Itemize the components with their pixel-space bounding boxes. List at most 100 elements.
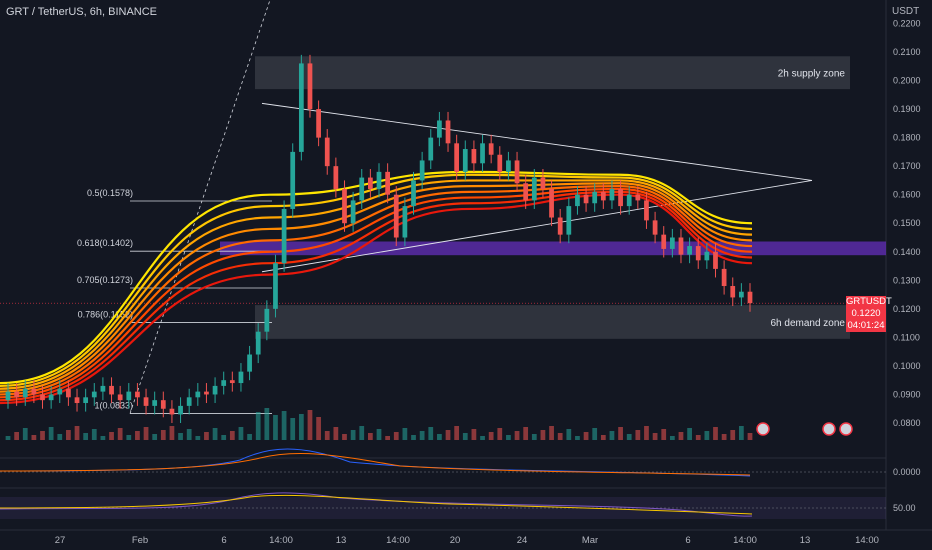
candle-body bbox=[531, 177, 537, 201]
ribbon-line bbox=[0, 173, 753, 387]
volume-bar bbox=[549, 426, 554, 440]
volume-bar bbox=[497, 428, 503, 440]
candle-body bbox=[678, 237, 684, 255]
volume-bar bbox=[143, 427, 149, 440]
x-tick-label: 14:00 bbox=[733, 535, 757, 546]
candle-body bbox=[738, 291, 744, 298]
candle-body bbox=[290, 151, 296, 209]
volume-bar bbox=[212, 428, 218, 440]
zone-box bbox=[255, 305, 850, 339]
rsi-line bbox=[0, 492, 753, 517]
candle-body bbox=[212, 385, 218, 395]
y-tick-label: 0.0800 bbox=[893, 418, 921, 428]
volume-bar bbox=[471, 429, 477, 440]
volume-bar bbox=[135, 431, 140, 440]
candle-body bbox=[359, 177, 365, 201]
x-tick-label: 6 bbox=[685, 535, 690, 546]
candle-body bbox=[506, 160, 511, 172]
volume-bar bbox=[74, 426, 80, 440]
candle-body bbox=[143, 397, 149, 406]
candle-body bbox=[687, 246, 692, 255]
oscillator-signal-line bbox=[0, 452, 751, 476]
volume-bar bbox=[661, 429, 667, 440]
zone-label: 2h supply zone bbox=[778, 69, 846, 80]
candle-body bbox=[83, 397, 89, 404]
volume-bar bbox=[747, 433, 753, 440]
volume-bar bbox=[221, 435, 227, 440]
volume-bar bbox=[316, 417, 321, 440]
fib-level-label: 0.618(0.1402) bbox=[77, 238, 133, 248]
volume-bar bbox=[721, 434, 727, 440]
candle-body bbox=[238, 371, 244, 384]
volume-bar bbox=[333, 427, 339, 440]
volume-bar bbox=[385, 436, 391, 440]
volume-bar bbox=[437, 434, 442, 440]
volume-bar bbox=[687, 428, 692, 440]
volume-bar bbox=[31, 435, 37, 440]
chart-title: GRT / TetherUS, 6h, BINANCE bbox=[6, 6, 158, 18]
volume-bar bbox=[730, 430, 736, 440]
candle-body bbox=[342, 188, 347, 224]
volume-bar bbox=[523, 427, 529, 440]
rsi-band bbox=[0, 497, 886, 519]
candle-body bbox=[204, 391, 209, 395]
event-marker bbox=[756, 422, 770, 436]
candle-body bbox=[40, 394, 45, 401]
volume-bar bbox=[566, 429, 572, 440]
volume-bar bbox=[480, 436, 485, 440]
volume-bar bbox=[307, 410, 313, 440]
x-tick-label: 14:00 bbox=[269, 535, 293, 546]
volume-bar bbox=[160, 430, 166, 440]
y-tick-label: 0.1700 bbox=[893, 161, 921, 171]
candle-body bbox=[57, 388, 63, 395]
fib-level-label: 0.705(0.1273) bbox=[77, 275, 133, 285]
candle-body bbox=[566, 206, 572, 235]
triangle-lower-line bbox=[261, 179, 813, 273]
candle-body bbox=[644, 200, 649, 221]
candle-body bbox=[316, 109, 321, 138]
volume-bar bbox=[359, 426, 365, 440]
rsi-value-label: 50.00 bbox=[893, 503, 916, 513]
candle-body bbox=[152, 400, 158, 406]
y-tick-label: 0.1600 bbox=[893, 190, 921, 200]
candle-body bbox=[91, 391, 97, 398]
volume-bar bbox=[100, 436, 106, 440]
candle-body bbox=[74, 397, 80, 404]
candle-body bbox=[160, 400, 166, 409]
candle-body bbox=[583, 194, 589, 204]
volume-bar bbox=[618, 427, 623, 440]
zone-box bbox=[255, 56, 850, 90]
candle-body bbox=[411, 180, 416, 207]
volume-bar bbox=[290, 418, 296, 440]
candle-body bbox=[221, 380, 227, 386]
x-tick-label: 20 bbox=[450, 535, 461, 546]
candle-body bbox=[281, 208, 287, 264]
volume-bar bbox=[229, 431, 235, 440]
x-tick-label: 14:00 bbox=[386, 535, 410, 546]
candle-body bbox=[488, 143, 494, 155]
candle-body bbox=[178, 405, 183, 415]
candle-body bbox=[514, 160, 520, 184]
volume-bar bbox=[126, 435, 132, 440]
candle-body bbox=[14, 391, 20, 398]
x-tick-label: Feb bbox=[132, 535, 148, 546]
volume-bar bbox=[704, 431, 710, 440]
y-tick-label: 0.1000 bbox=[893, 361, 921, 371]
fib-level-label: 0.786(0.1152) bbox=[78, 310, 133, 320]
volume-bar bbox=[626, 434, 632, 440]
volume-bar bbox=[583, 432, 589, 440]
candle-body bbox=[730, 286, 736, 298]
candle-body bbox=[367, 177, 373, 189]
ribbon-line bbox=[0, 185, 753, 396]
candle-body bbox=[713, 251, 718, 269]
currency-label: USDT bbox=[892, 6, 920, 17]
countdown-tag: 04:01:24 bbox=[846, 320, 886, 332]
volume-bar bbox=[324, 431, 330, 440]
volume-bar bbox=[644, 426, 649, 440]
volume-bar bbox=[609, 431, 615, 440]
y-tick-label: 0.2200 bbox=[893, 18, 921, 28]
candle-body bbox=[557, 217, 563, 235]
candle-body bbox=[22, 388, 28, 398]
candle-body bbox=[135, 391, 140, 398]
